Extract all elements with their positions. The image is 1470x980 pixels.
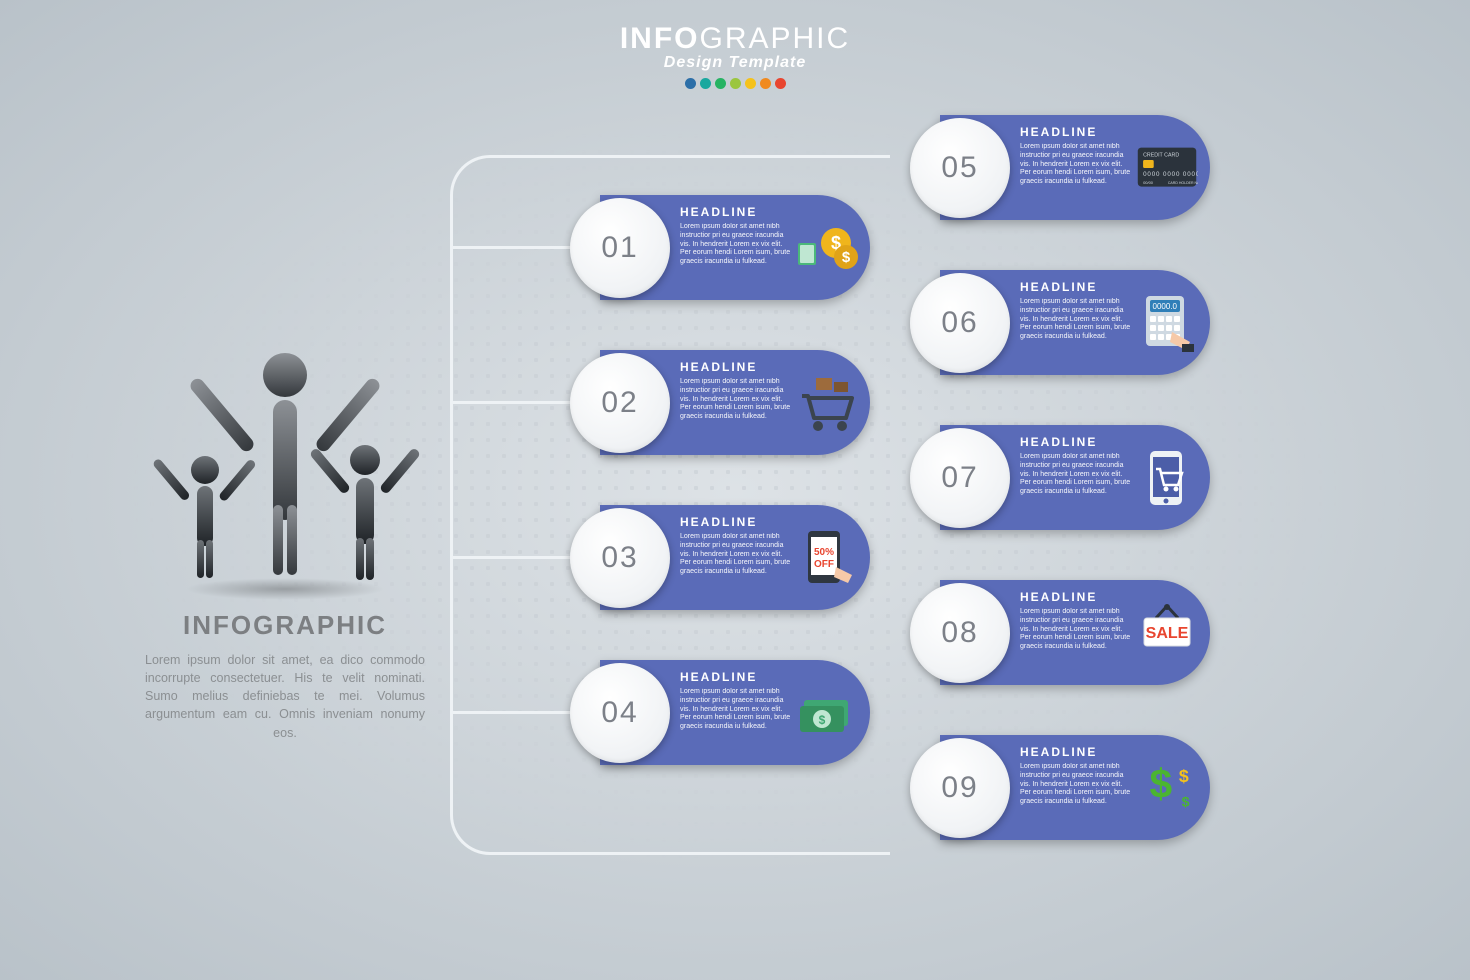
pill-number-circle: 03 — [570, 508, 670, 608]
pill-headline: HEADLINE — [680, 360, 792, 374]
title-bold: INFO — [620, 22, 700, 55]
sale-sign-icon: SALE — [1136, 602, 1198, 664]
cash-icon: $ — [796, 682, 858, 744]
pill-number-circle: 05 — [910, 118, 1010, 218]
pill-text: HEADLINE Lorem ipsum dolor sit amet nibh… — [680, 515, 792, 577]
pill-07: 07 HEADLINE Lorem ipsum dolor sit amet n… — [910, 425, 1210, 530]
svg-text:CREDIT CARD: CREDIT CARD — [1143, 152, 1179, 158]
svg-text:$: $ — [1149, 760, 1172, 806]
pill-03: 03 HEADLINE Lorem ipsum dolor sit amet n… — [570, 505, 870, 610]
pill-number-circle: 04 — [570, 663, 670, 763]
pill-04: 04 HEADLINE Lorem ipsum dolor sit amet n… — [570, 660, 870, 765]
pill-headline: HEADLINE — [1020, 125, 1132, 139]
subtitle: Design Template — [0, 54, 1470, 72]
phone-off-icon: 50% OFF — [796, 527, 858, 589]
pill-number-circle: 01 — [570, 198, 670, 298]
header: INFOGRAPHIC Design Template — [0, 22, 1470, 89]
title-light: GRAPHIC — [699, 22, 850, 55]
pill-text: HEADLINE Lorem ipsum dolor sit amet nibh… — [1020, 435, 1132, 497]
pill-headline: HEADLINE — [1020, 745, 1132, 759]
pill-text: HEADLINE Lorem ipsum dolor sit amet nibh… — [1020, 745, 1132, 807]
pill-headline: HEADLINE — [680, 670, 792, 684]
header-dot — [730, 78, 741, 89]
svg-text:0000.0: 0000.0 — [1153, 302, 1178, 311]
connector-bracket — [450, 155, 570, 855]
pill-05: 05 HEADLINE Lorem ipsum dolor sit amet n… — [910, 115, 1210, 220]
svg-text:50%: 50% — [814, 547, 834, 558]
pill-08: 08 HEADLINE Lorem ipsum dolor sit amet n… — [910, 580, 1210, 685]
left-panel: INFOGRAPHIC Lorem ipsum dolor sit amet, … — [145, 340, 425, 742]
pill-headline: HEADLINE — [1020, 280, 1132, 294]
pill-text: HEADLINE Lorem ipsum dolor sit amet nibh… — [680, 360, 792, 422]
pill-desc: Lorem ipsum dolor sit amet nibh instruct… — [1020, 298, 1132, 342]
calculator-icon: 0000.0 — [1136, 292, 1198, 354]
dollar-signs-icon: $ $ $ — [1136, 757, 1198, 819]
pill-headline: HEADLINE — [680, 515, 792, 529]
header-dot — [775, 78, 786, 89]
pill-text: HEADLINE Lorem ipsum dolor sit amet nibh… — [680, 670, 792, 732]
credit-card-icon: CREDIT CARD 0000 0000 0000 0000 00/00 CA… — [1136, 137, 1198, 199]
pill-desc: Lorem ipsum dolor sit amet nibh instruct… — [1020, 453, 1132, 497]
svg-text:$: $ — [1182, 794, 1190, 810]
pill-06: 06 HEADLINE Lorem ipsum dolor sit amet n… — [910, 270, 1210, 375]
pill-desc: Lorem ipsum dolor sit amet nibh instruct… — [1020, 143, 1132, 187]
svg-text:$: $ — [1179, 765, 1189, 785]
pill-desc: Lorem ipsum dolor sit amet nibh instruct… — [680, 688, 792, 732]
header-dot — [685, 78, 696, 89]
svg-text:$: $ — [842, 249, 851, 266]
phone-cart-icon — [1136, 447, 1198, 509]
pill-number-circle: 02 — [570, 353, 670, 453]
left-title: INFOGRAPHIC — [145, 610, 425, 641]
pill-number-circle: 08 — [910, 583, 1010, 683]
pill-desc: Lorem ipsum dolor sit amet nibh instruct… — [680, 533, 792, 577]
header-dot — [745, 78, 756, 89]
left-desc: Lorem ipsum dolor sit amet, ea dico comm… — [145, 651, 425, 742]
pill-number-circle: 07 — [910, 428, 1010, 528]
header-dot — [700, 78, 711, 89]
svg-text:OFF: OFF — [814, 559, 834, 570]
pill-text: HEADLINE Lorem ipsum dolor sit amet nibh… — [1020, 590, 1132, 652]
svg-text:CARD HOLDER NAME: CARD HOLDER NAME — [1168, 180, 1198, 184]
main-title: INFOGRAPHIC — [0, 22, 1470, 56]
pill-headline: HEADLINE — [1020, 590, 1132, 604]
svg-text:00/00: 00/00 — [1143, 179, 1154, 184]
pill-01: 01 HEADLINE Lorem ipsum dolor sit amet n… — [570, 195, 870, 300]
pill-09: 09 HEADLINE Lorem ipsum dolor sit amet n… — [910, 735, 1210, 840]
header-dot — [760, 78, 771, 89]
pill-headline: HEADLINE — [1020, 435, 1132, 449]
pill-text: HEADLINE Lorem ipsum dolor sit amet nibh… — [1020, 280, 1132, 342]
pill-headline: HEADLINE — [680, 205, 792, 219]
svg-text:SALE: SALE — [1146, 625, 1189, 642]
cart-boxes-icon — [796, 372, 858, 434]
svg-text:0000 0000 0000 0000: 0000 0000 0000 0000 — [1143, 170, 1198, 177]
pill-desc: Lorem ipsum dolor sit amet nibh instruct… — [1020, 763, 1132, 807]
svg-text:$: $ — [819, 713, 826, 727]
pill-text: HEADLINE Lorem ipsum dolor sit amet nibh… — [1020, 125, 1132, 187]
pill-02: 02 HEADLINE Lorem ipsum dolor sit amet n… — [570, 350, 870, 455]
pill-desc: Lorem ipsum dolor sit amet nibh instruct… — [680, 223, 792, 267]
header-dots — [0, 78, 1470, 89]
pill-number-circle: 09 — [910, 738, 1010, 838]
coins-icon: $ $ — [796, 217, 858, 279]
people-icon — [145, 340, 425, 600]
pill-text: HEADLINE Lorem ipsum dolor sit amet nibh… — [680, 205, 792, 267]
pill-desc: Lorem ipsum dolor sit amet nibh instruct… — [680, 378, 792, 422]
pill-number-circle: 06 — [910, 273, 1010, 373]
header-dot — [715, 78, 726, 89]
pill-desc: Lorem ipsum dolor sit amet nibh instruct… — [1020, 608, 1132, 652]
